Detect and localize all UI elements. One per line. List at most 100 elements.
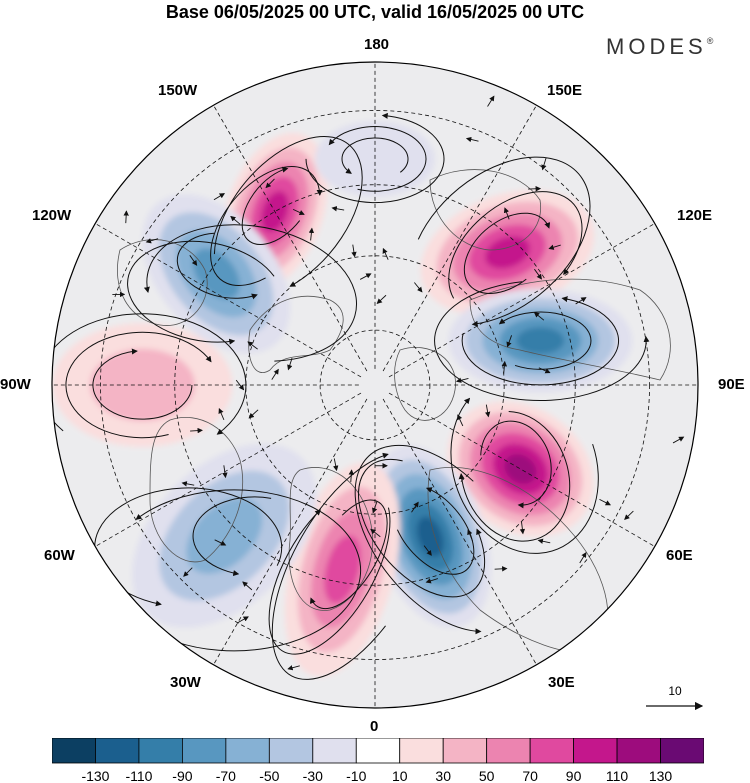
brand-name: MODES xyxy=(606,34,707,59)
wind-arrow xyxy=(331,206,345,212)
lon-label-30w: 30W xyxy=(170,674,201,691)
colorbar-swatch xyxy=(660,738,704,764)
wind-arrow xyxy=(548,244,561,250)
wind-arrow xyxy=(292,208,305,215)
meridian xyxy=(95,223,362,378)
wind-arrow xyxy=(538,367,551,374)
wind-arrow xyxy=(455,377,469,383)
wind-arrow xyxy=(287,665,300,671)
streamline xyxy=(341,137,409,174)
streamline xyxy=(417,156,591,327)
vector-reference: 10 xyxy=(646,684,704,711)
streamline xyxy=(396,487,475,575)
streamline xyxy=(358,458,486,598)
wind-arrow xyxy=(414,282,423,293)
anomaly-center xyxy=(52,323,233,447)
meridian xyxy=(388,223,655,378)
wind-arrow xyxy=(359,273,372,280)
colorbar-tick-label: 50 xyxy=(479,768,495,783)
streamline xyxy=(127,240,275,345)
streamline xyxy=(210,166,323,286)
wind-arrow xyxy=(457,414,464,427)
streamline xyxy=(461,296,620,386)
graticule xyxy=(52,62,698,708)
wind-arrow xyxy=(425,578,439,584)
streamline xyxy=(271,452,389,680)
streamline xyxy=(448,191,583,299)
latitude-circle xyxy=(319,329,431,441)
streamline xyxy=(458,410,571,542)
streamline xyxy=(241,166,301,245)
colorbar-swatch xyxy=(399,738,444,764)
lon-label-0: 0 xyxy=(370,718,379,735)
colorbar-swatch xyxy=(225,738,270,764)
meridian xyxy=(213,105,368,372)
wind-arrow xyxy=(248,409,259,419)
wind-arrow xyxy=(145,238,159,244)
coastline xyxy=(429,169,542,251)
wind-arrow xyxy=(181,481,195,487)
lon-label-90e: 90E xyxy=(718,376,745,393)
colorbar-tick-label: -50 xyxy=(259,768,279,783)
wind-streamlines xyxy=(52,95,685,680)
wind-arrow xyxy=(351,244,357,258)
colorbar-tick-label: -130 xyxy=(81,768,109,783)
colorbar-tick-label: -110 xyxy=(125,768,152,783)
polar-map xyxy=(51,61,699,709)
anomaly-center xyxy=(315,120,435,197)
colorbar-tick-label: 10 xyxy=(392,768,408,783)
colorbar-swatch xyxy=(52,738,96,764)
latitude-circle xyxy=(100,110,650,660)
wind-arrow xyxy=(190,427,203,434)
wind-arrow xyxy=(537,538,551,544)
streamline xyxy=(143,224,358,362)
wind-arrow xyxy=(575,297,587,305)
streamline xyxy=(192,496,272,577)
coastline xyxy=(394,347,456,421)
streamline xyxy=(65,331,212,439)
lon-label-30e: 30E xyxy=(548,674,575,691)
streamline xyxy=(463,212,551,294)
colorbar-swatch xyxy=(181,738,227,764)
colorbar-tick-label: -70 xyxy=(216,768,236,783)
wind-arrow xyxy=(230,215,241,225)
wind-arrow xyxy=(222,465,228,479)
wind-arrow xyxy=(376,294,387,305)
colorbar-swatch xyxy=(138,738,183,764)
streamline xyxy=(328,126,427,192)
lon-label-120w: 120W xyxy=(32,207,72,224)
lon-label-60e: 60E xyxy=(666,547,693,564)
wind-arrow xyxy=(541,157,547,171)
colorbar-swatch xyxy=(573,738,618,764)
streamline xyxy=(354,445,482,635)
meridian xyxy=(382,105,537,372)
brand-logo: MODES® xyxy=(606,34,713,60)
meridian xyxy=(388,392,655,547)
wind-arrow xyxy=(467,529,473,542)
wind-arrow xyxy=(123,210,129,224)
wind-arrow xyxy=(237,616,249,624)
anomaly-shading xyxy=(52,62,698,708)
lon-label-180: 180 xyxy=(364,36,390,53)
colorbar-swatch xyxy=(312,738,357,764)
map-border xyxy=(51,61,699,709)
colorbar-swatch xyxy=(95,738,140,764)
coastline xyxy=(117,239,208,326)
colorbar-swatch xyxy=(355,738,401,764)
latitude-circle xyxy=(245,255,505,515)
wind-arrow xyxy=(503,207,510,220)
coastline xyxy=(248,296,344,373)
colorbar-tick-label: -90 xyxy=(172,768,192,783)
streamline xyxy=(434,281,650,401)
wind-arrow xyxy=(411,501,419,513)
streamline xyxy=(92,348,193,420)
wind-arrow xyxy=(599,498,611,506)
wind-arrow xyxy=(265,178,275,189)
streamline xyxy=(480,420,552,509)
wind-arrow xyxy=(348,469,354,483)
wind-arrow xyxy=(218,408,225,421)
wind-arrow xyxy=(465,136,479,143)
streamline xyxy=(176,232,258,300)
wind-arrow xyxy=(423,545,432,556)
wind-arrow xyxy=(624,510,634,520)
